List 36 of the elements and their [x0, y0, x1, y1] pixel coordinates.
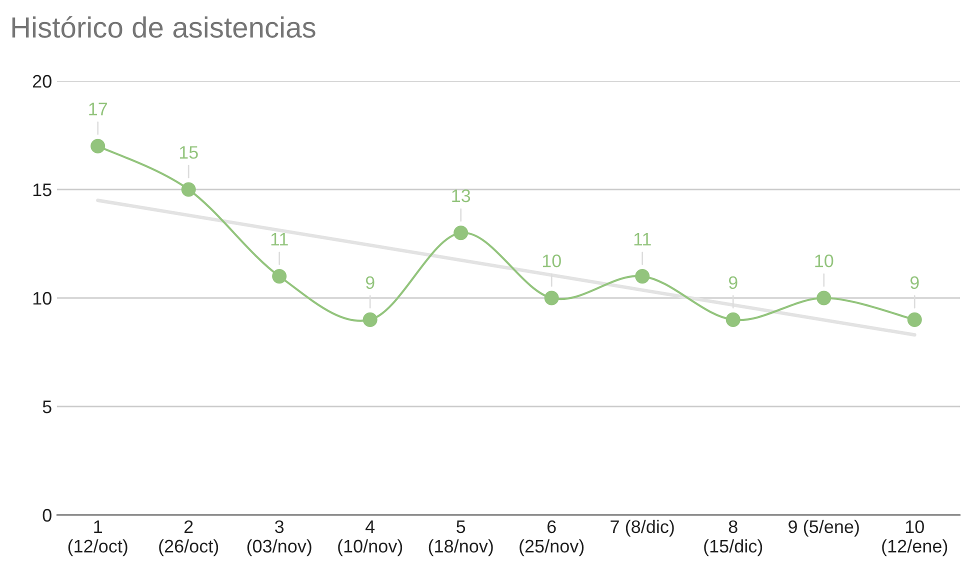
point [454, 226, 468, 240]
x-tick-label: 10 (12/ene) [882, 520, 948, 556]
x-tick-label: 8 (15/dic) [704, 520, 762, 556]
point [816, 290, 832, 306]
x-tick-label: 7 (8/dic) [610, 520, 674, 537]
x-tick-label: 3 (03/nov) [247, 520, 312, 556]
x-tick-label: 1 (12/oct) [68, 520, 128, 556]
data-label: 9 [728, 276, 738, 290]
point [362, 312, 378, 327]
data-label: 17 [89, 102, 107, 116]
x-tick-label: 2 (26/oct) [159, 520, 218, 556]
x-tick-label: 9 (5/ene) [788, 520, 859, 537]
y-tick-label: 15 [33, 184, 52, 196]
x-tick-label: 4 (10/nov) [338, 520, 402, 556]
data-label: 9 [910, 276, 919, 290]
point [635, 269, 650, 284]
y-tick-label: 0 [42, 508, 52, 522]
point [181, 182, 196, 197]
data-label: 11 [271, 233, 288, 246]
x-tick-label: 6 (25/nov) [520, 520, 584, 556]
data-label: 9 [366, 276, 374, 290]
point [90, 138, 106, 154]
data-label: 13 [452, 189, 470, 202]
x-tick-label: 5 (18/nov) [428, 520, 493, 556]
point [726, 312, 740, 327]
data-label: 15 [180, 146, 198, 159]
point [544, 290, 559, 306]
y-tick-label: 5 [42, 400, 52, 414]
chart-title: Histórico de asistencias [12, 16, 316, 38]
data-label: 11 [634, 233, 651, 246]
point [907, 312, 922, 327]
point [272, 269, 287, 284]
data-label: 10 [815, 254, 834, 268]
y-tick-label: 20 [32, 74, 52, 88]
y-tick-label: 10 [33, 292, 52, 305]
data-label: 10 [542, 254, 561, 268]
